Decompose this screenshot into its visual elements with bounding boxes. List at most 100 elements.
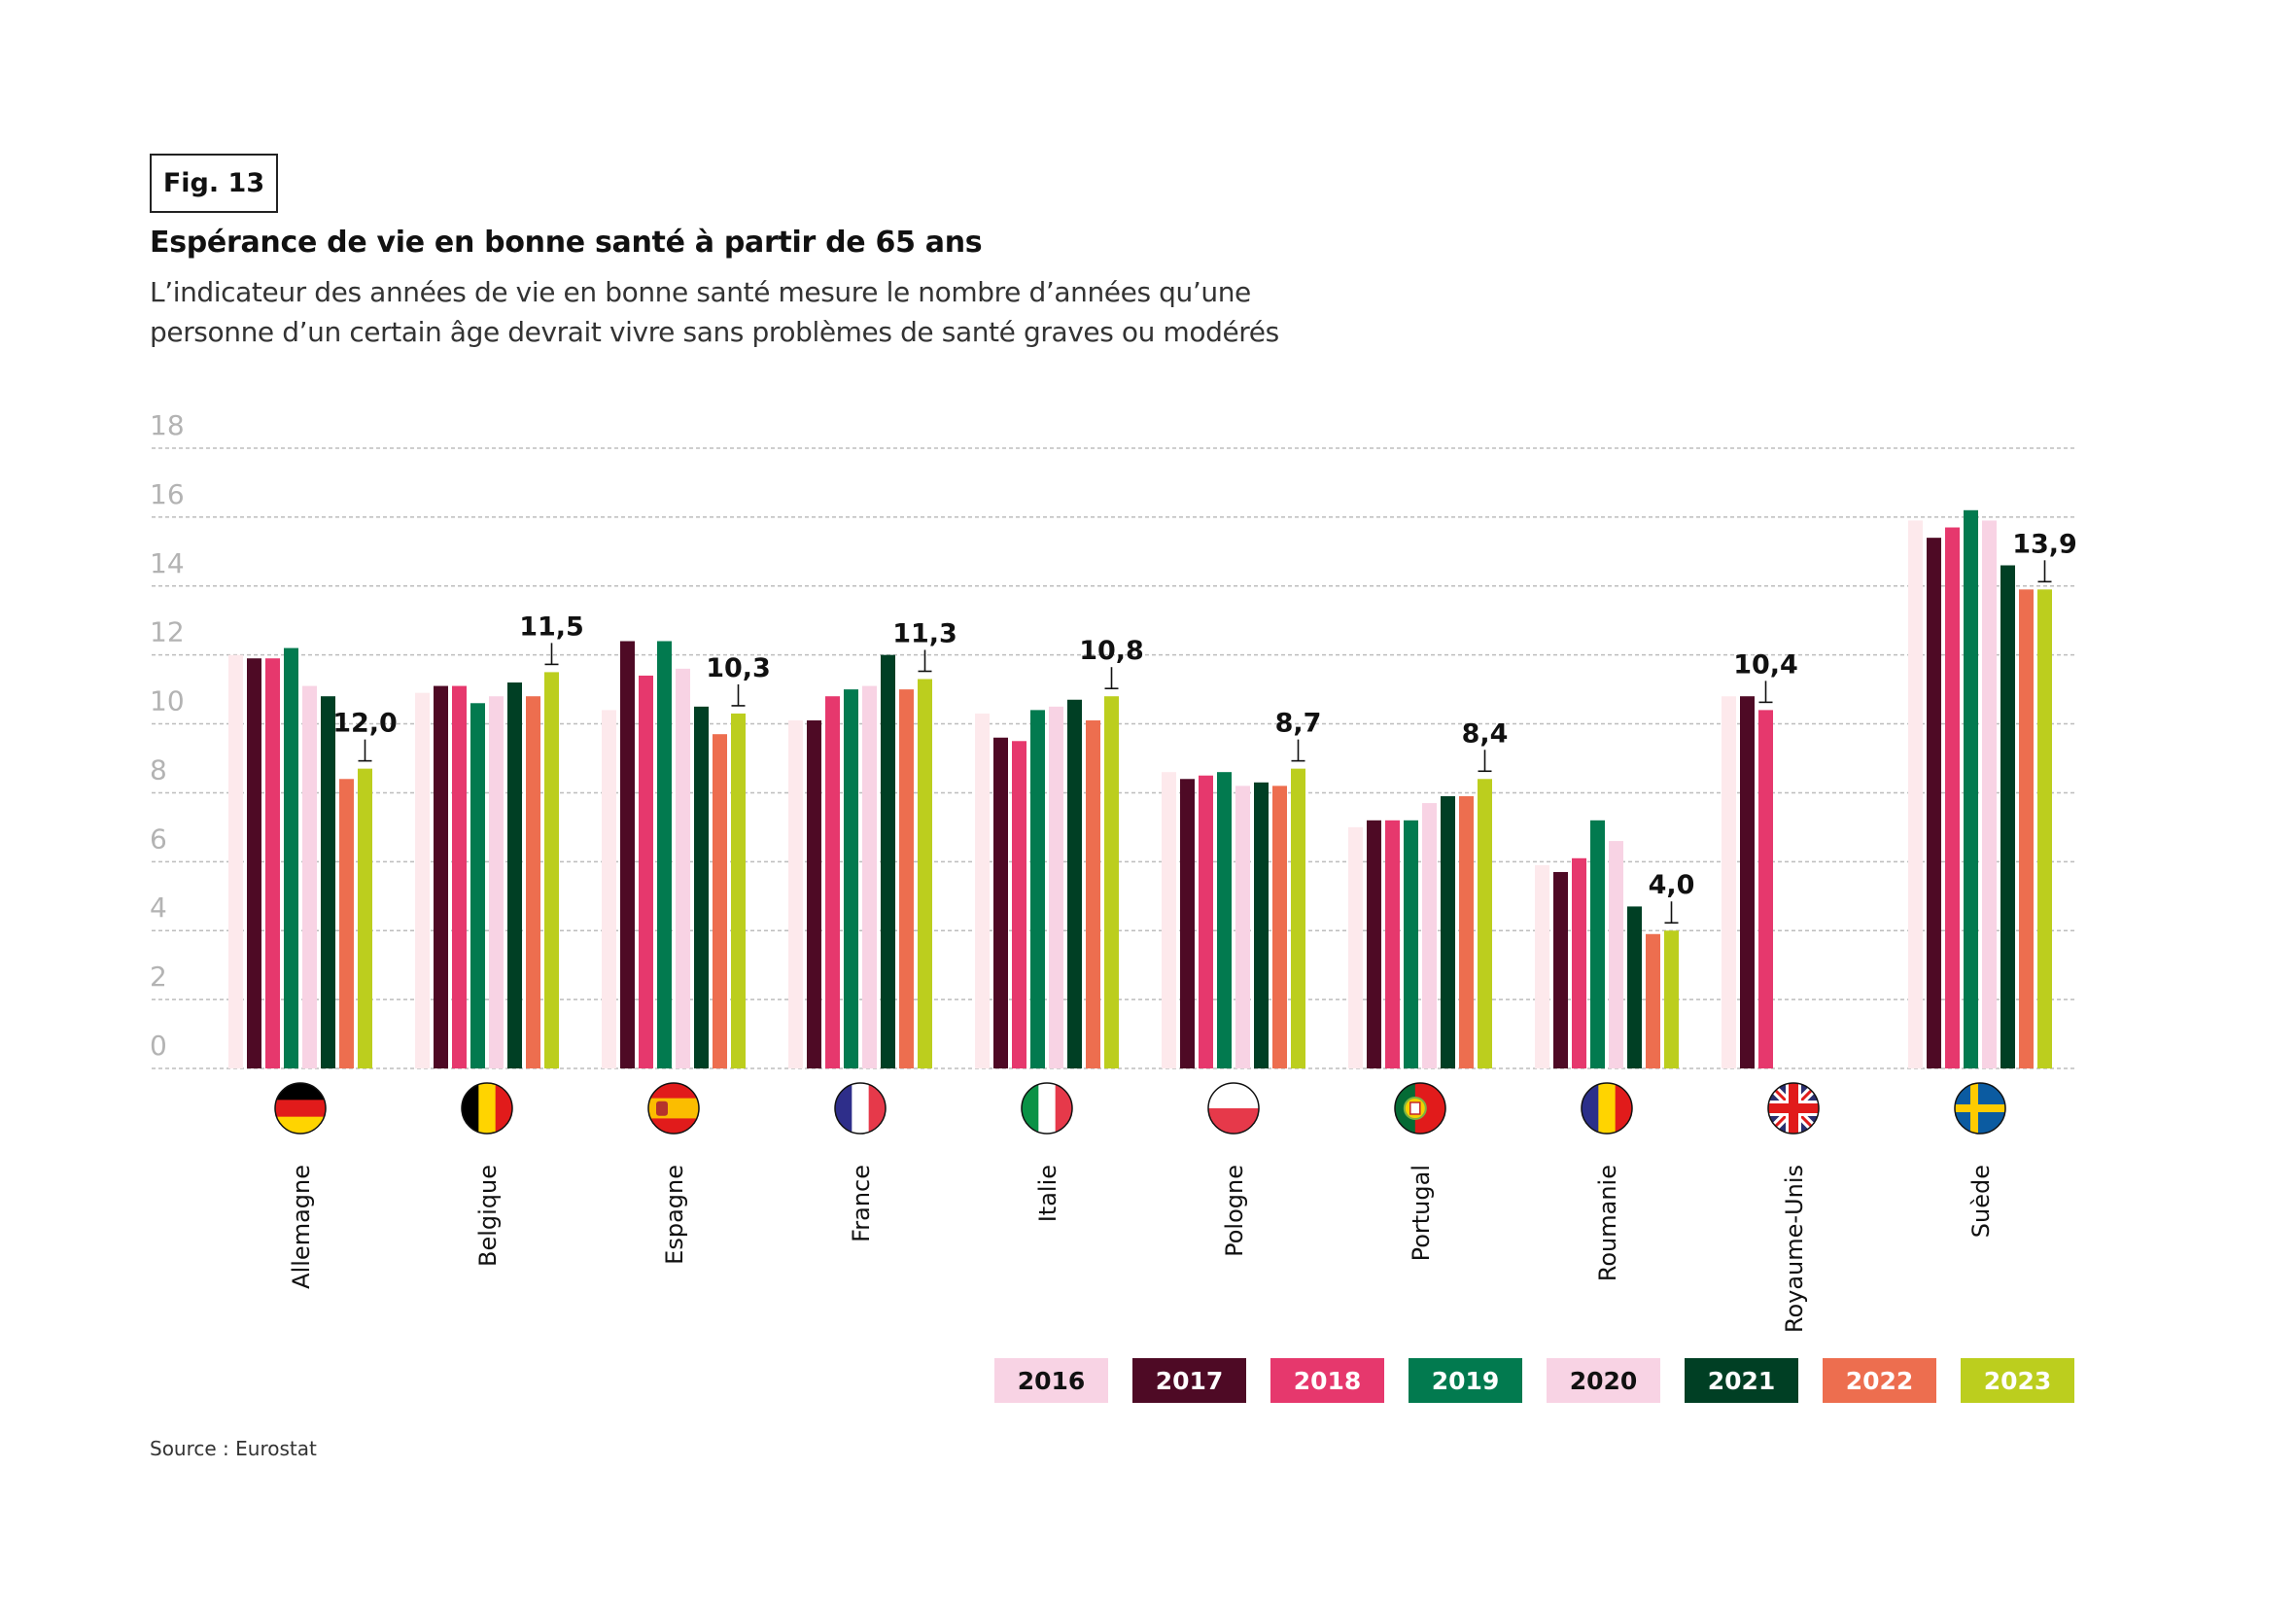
bar bbox=[321, 696, 335, 1068]
bar bbox=[2019, 589, 2034, 1068]
flag-france-icon bbox=[835, 1083, 886, 1134]
annotation-label: 10,3 bbox=[706, 653, 771, 683]
bar bbox=[1553, 871, 1568, 1068]
bar bbox=[918, 679, 932, 1068]
flag-outline bbox=[1021, 1082, 1073, 1135]
x-axis-label: Suède bbox=[1967, 1165, 1995, 1238]
bar bbox=[899, 689, 914, 1068]
bar bbox=[807, 720, 821, 1068]
y-tick-label: 6 bbox=[150, 822, 167, 855]
y-tick-label: 8 bbox=[150, 753, 167, 786]
bar bbox=[1104, 696, 1119, 1068]
value-annotation: 11,3 bbox=[892, 618, 957, 673]
flag-spain-icon bbox=[648, 1083, 699, 1134]
annotations: 12,0 11,5 10,3 11,3 10,8 8,7 8,4 4,0 10,4 13,9 bbox=[332, 529, 2077, 925]
annotation-label: 4,0 bbox=[1649, 870, 1695, 900]
legend-item: 2018 bbox=[1270, 1358, 1384, 1403]
bar bbox=[2037, 589, 2052, 1068]
bar bbox=[1535, 864, 1549, 1068]
bar bbox=[731, 713, 746, 1068]
x-axis-label: Italie bbox=[1034, 1165, 1061, 1222]
annotation-label: 10,4 bbox=[1733, 649, 1798, 680]
bar bbox=[1964, 509, 1978, 1068]
bar bbox=[1385, 820, 1400, 1068]
bar bbox=[862, 685, 877, 1068]
bar bbox=[1459, 795, 1474, 1068]
annotation-label: 13,9 bbox=[2012, 529, 2077, 559]
bar bbox=[1664, 930, 1679, 1068]
bar bbox=[825, 696, 840, 1068]
bar bbox=[975, 713, 990, 1068]
bar bbox=[1758, 710, 1773, 1068]
bar bbox=[1404, 820, 1418, 1068]
bar bbox=[265, 658, 280, 1068]
source-note: Source : Eurostat bbox=[150, 1437, 317, 1460]
bars bbox=[228, 509, 2052, 1068]
legend-label: 2016 bbox=[1017, 1366, 1086, 1395]
flag-outline bbox=[461, 1082, 513, 1135]
flags bbox=[274, 1082, 2006, 1135]
legend-item: 2016 bbox=[994, 1358, 1108, 1403]
legend-label: 2017 bbox=[1155, 1366, 1224, 1395]
y-tick-label: 16 bbox=[150, 478, 185, 510]
bar bbox=[1927, 538, 1941, 1068]
y-tick-label: 0 bbox=[150, 1030, 167, 1062]
legend-item: 2022 bbox=[1823, 1358, 1936, 1403]
y-tick-label: 2 bbox=[150, 961, 167, 993]
bar bbox=[1627, 906, 1642, 1068]
x-axis-label: Belgique bbox=[474, 1165, 502, 1267]
legend: 2016 2017 2018 2019 2020 2021 2022 2023 bbox=[994, 1358, 2074, 1403]
y-tick-label: 18 bbox=[150, 409, 185, 441]
value-annotation: 8,4 bbox=[1462, 718, 1508, 773]
flag-germany-icon bbox=[275, 1083, 326, 1134]
bar bbox=[1235, 786, 1250, 1068]
bar bbox=[1012, 741, 1026, 1068]
bar bbox=[1030, 710, 1045, 1068]
bar bbox=[1067, 699, 1082, 1068]
bar bbox=[620, 641, 635, 1068]
subtitle-line: L’indicateur des années de vie en bonne … bbox=[150, 276, 1251, 308]
bar bbox=[1945, 527, 1960, 1068]
flag-outline bbox=[1394, 1082, 1446, 1135]
x-axis-label: France bbox=[848, 1165, 875, 1242]
value-annotation: 10,8 bbox=[1079, 636, 1144, 690]
bar bbox=[470, 703, 485, 1068]
bar bbox=[993, 737, 1008, 1068]
value-annotation: 13,9 bbox=[2012, 529, 2077, 583]
legend-item: 2020 bbox=[1547, 1358, 1660, 1403]
bar bbox=[1254, 782, 1269, 1068]
bar bbox=[1348, 826, 1363, 1068]
bar bbox=[1609, 841, 1623, 1068]
bar bbox=[302, 685, 317, 1068]
bar bbox=[452, 685, 467, 1068]
bar bbox=[639, 675, 653, 1068]
flag-outline bbox=[647, 1082, 700, 1135]
bar bbox=[1722, 696, 1736, 1068]
annotation-label: 8,7 bbox=[1275, 709, 1322, 739]
x-axis-label: Portugal bbox=[1408, 1165, 1435, 1261]
y-tick-label: 4 bbox=[150, 891, 167, 924]
legend-label: 2021 bbox=[1707, 1366, 1776, 1395]
bar bbox=[1180, 779, 1195, 1068]
bar bbox=[1478, 779, 1492, 1068]
bar bbox=[1441, 795, 1455, 1068]
bar bbox=[657, 641, 672, 1068]
bar bbox=[339, 779, 354, 1068]
value-annotation: 8,7 bbox=[1275, 709, 1322, 762]
y-tick-label: 14 bbox=[150, 547, 185, 579]
bar bbox=[1982, 520, 1997, 1068]
subtitle-line: personne d’un certain âge devrait vivre … bbox=[150, 316, 1279, 348]
bar bbox=[2000, 565, 2015, 1068]
flag-uk-icon bbox=[1768, 1083, 1819, 1134]
bar bbox=[788, 720, 803, 1068]
y-axis-ticks: 0 2 4 6 8 10 12 14 16 18 bbox=[150, 409, 185, 1062]
bar bbox=[1572, 857, 1586, 1068]
flag-belgium-icon bbox=[462, 1083, 512, 1134]
bar bbox=[507, 682, 522, 1068]
bar bbox=[358, 768, 372, 1068]
bar bbox=[489, 696, 504, 1068]
legend-item: 2023 bbox=[1961, 1358, 2074, 1403]
chart-title: Espérance de vie en bonne santé à partir… bbox=[150, 226, 983, 260]
bar bbox=[1291, 768, 1305, 1068]
bar bbox=[676, 668, 690, 1068]
